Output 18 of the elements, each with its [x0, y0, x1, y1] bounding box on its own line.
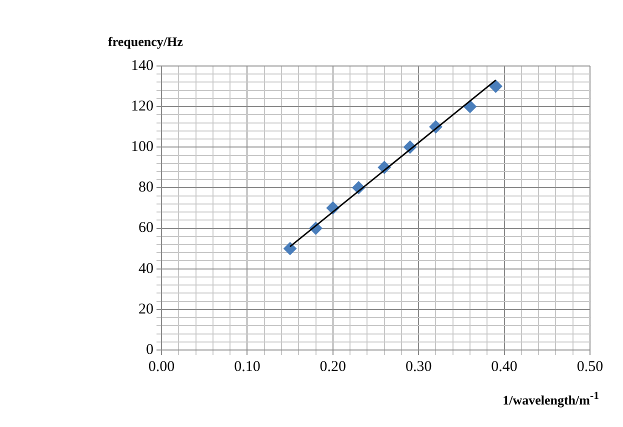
y-tick-label: 60	[138, 220, 154, 236]
x-tick-label: 0.40	[491, 358, 518, 375]
y-tick-label: 140	[131, 58, 154, 74]
y-tick-label: 20	[138, 301, 154, 318]
x-tick-label: 0.50	[576, 358, 604, 375]
y-tick-label: 80	[138, 180, 154, 196]
x-tick-label: 0.30	[405, 358, 432, 375]
x-tick-label: 0.10	[234, 358, 260, 375]
x-tick-label: 0.20	[320, 358, 346, 375]
point	[284, 242, 297, 256]
y-tick-label: 0	[146, 342, 154, 358]
y-tick-label: 120	[131, 98, 154, 115]
x-axis-title: 1/wavelength/m$^{-1}$	[502, 390, 599, 408]
y-tick-label: 40	[138, 260, 154, 277]
point	[489, 80, 502, 93]
x-tick-label: 0.00	[148, 358, 175, 375]
y-tick-label: 100	[131, 139, 154, 156]
y-axis-title: frequency/Hz	[108, 34, 183, 50]
